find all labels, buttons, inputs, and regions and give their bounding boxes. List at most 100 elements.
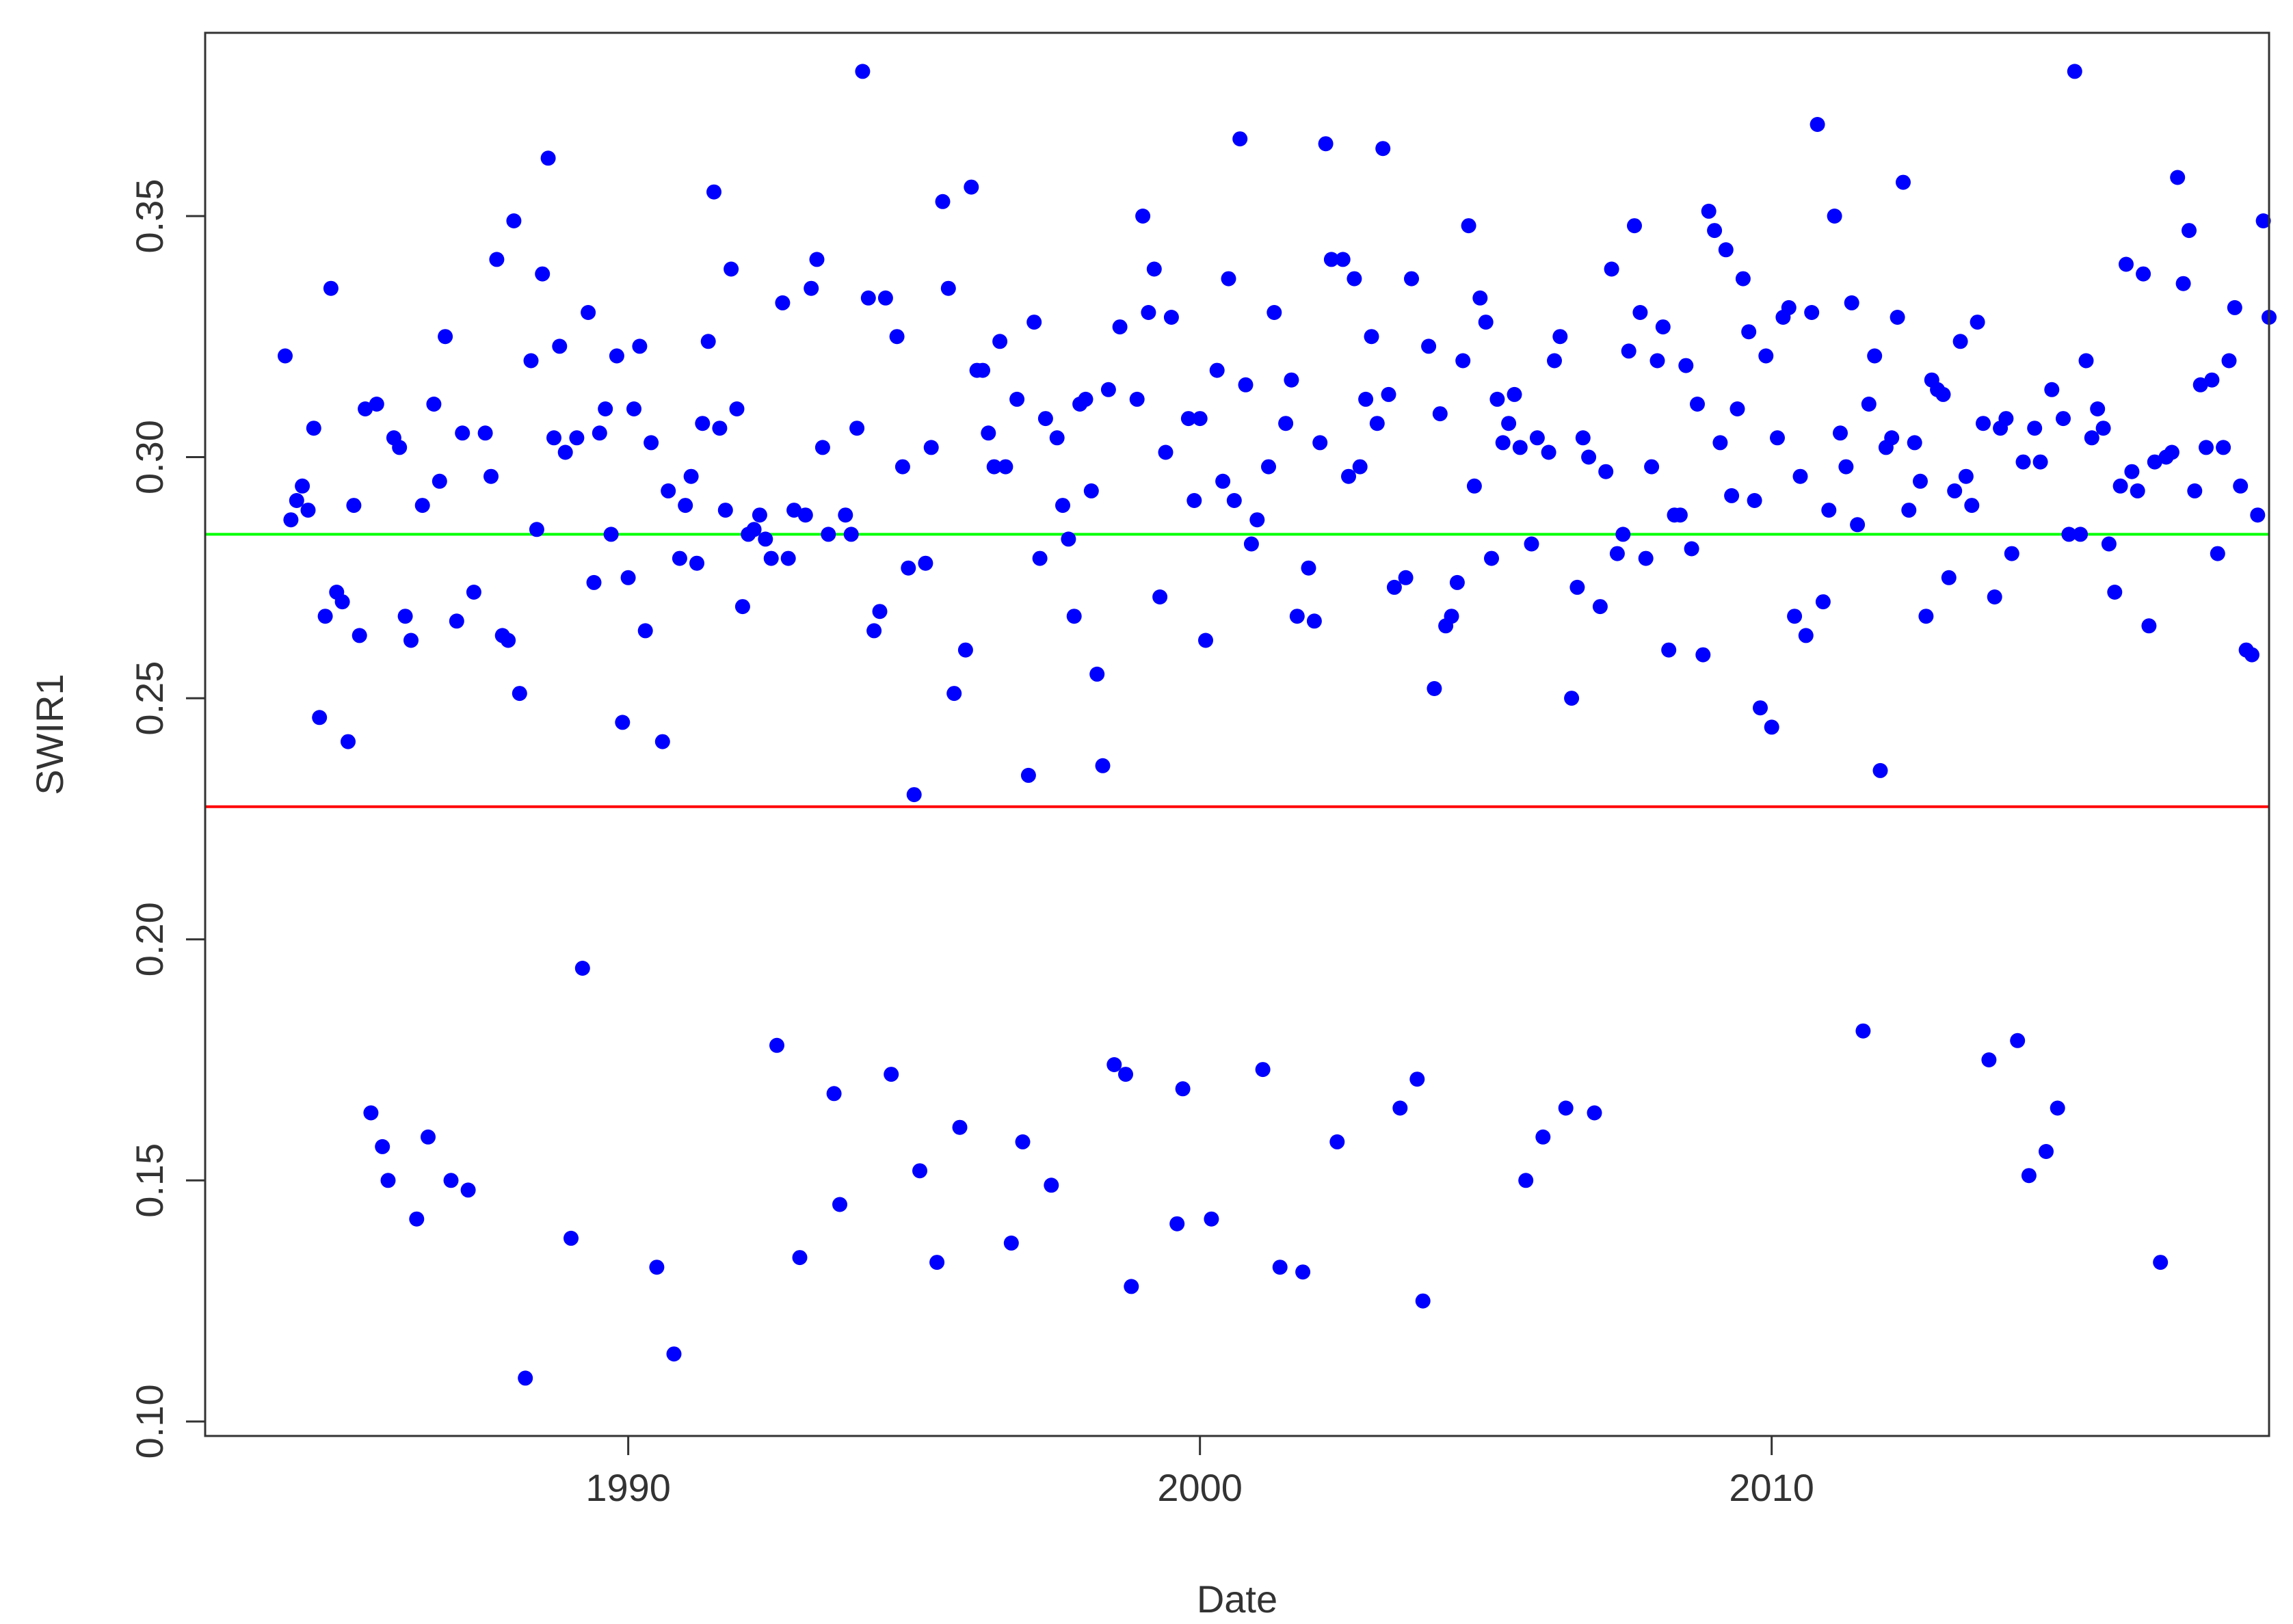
- data-point: [1524, 536, 1539, 552]
- data-point: [1844, 295, 1859, 310]
- data-point: [1341, 468, 1356, 484]
- data-point: [1152, 589, 1168, 604]
- data-point: [1976, 416, 1991, 431]
- data-point: [1701, 203, 1717, 219]
- data-point: [901, 560, 916, 576]
- data-point: [1907, 435, 1922, 451]
- data-point: [449, 613, 464, 629]
- data-point: [1026, 315, 1042, 330]
- x-axis-label: Date: [1197, 1578, 1277, 1621]
- data-point: [1158, 444, 1174, 460]
- data-point: [2216, 440, 2231, 455]
- data-point: [1049, 430, 1065, 446]
- data-point: [501, 633, 516, 648]
- data-point: [1055, 498, 1070, 514]
- data-point: [1753, 700, 1768, 716]
- data-point: [1850, 517, 1866, 533]
- data-point: [598, 401, 613, 416]
- data-point: [1609, 546, 1625, 561]
- data-point: [814, 440, 830, 455]
- data-point: [414, 498, 430, 514]
- data-point: [992, 334, 1008, 349]
- data-point: [312, 710, 328, 726]
- data-point: [1821, 503, 1837, 518]
- data-point: [2010, 1033, 2026, 1048]
- data-point: [2090, 401, 2106, 416]
- data-point: [1472, 290, 1488, 306]
- data-point: [432, 473, 447, 489]
- data-point: [1295, 1264, 1311, 1280]
- data-point: [1935, 386, 1951, 402]
- data-point: [986, 459, 1002, 475]
- data-point: [397, 609, 413, 624]
- data-point: [1901, 503, 1917, 518]
- data-point: [1198, 633, 1213, 648]
- data-point: [1129, 391, 1145, 407]
- data-point: [283, 512, 299, 528]
- data-point: [1735, 271, 1751, 287]
- data-point: [2101, 536, 2117, 552]
- data-point: [1284, 372, 1299, 388]
- data-point: [346, 498, 362, 514]
- data-point: [1267, 305, 1282, 320]
- data-point: [1381, 386, 1396, 402]
- data-point: [1592, 599, 1608, 615]
- data-point: [649, 1260, 665, 1275]
- data-point: [592, 425, 607, 441]
- data-point: [2244, 647, 2259, 663]
- y-axis-label: SWIR1: [28, 674, 71, 795]
- data-point: [2107, 585, 2123, 600]
- data-point: [1541, 444, 1556, 460]
- data-point: [352, 628, 367, 643]
- x-axis: 1990 2000 2010: [585, 1436, 1814, 1509]
- data-point: [1392, 1100, 1408, 1116]
- data-point: [1507, 386, 1522, 402]
- data-point: [706, 184, 721, 200]
- data-point: [758, 531, 773, 547]
- data-point: [1770, 430, 1785, 446]
- data-point: [569, 430, 585, 446]
- data-point: [672, 550, 687, 566]
- data-point: [1958, 468, 1974, 484]
- data-point: [334, 594, 350, 610]
- data-point: [1427, 681, 1442, 696]
- data-point: [358, 401, 373, 416]
- data-point: [923, 440, 939, 455]
- data-point: [689, 555, 704, 571]
- data-point: [1918, 609, 1934, 624]
- data-point: [1323, 252, 1339, 267]
- data-point: [1615, 527, 1631, 542]
- data-point: [540, 150, 556, 166]
- data-point: [2119, 256, 2134, 272]
- x-tick-label: 1990: [585, 1466, 671, 1509]
- data-point: [426, 397, 442, 412]
- data-point: [574, 961, 590, 976]
- data-point: [1729, 401, 1745, 416]
- data-point: [2182, 223, 2197, 239]
- data-point: [1404, 271, 1419, 287]
- data-point: [2021, 1168, 2037, 1184]
- data-point: [2050, 1100, 2065, 1116]
- data-point: [1741, 324, 1757, 340]
- data-point: [797, 507, 813, 523]
- data-point: [1020, 767, 1036, 783]
- data-point: [581, 305, 596, 320]
- data-point: [278, 348, 293, 364]
- y-tick-label: 0.30: [128, 420, 171, 494]
- data-point: [1569, 579, 1585, 595]
- data-point: [780, 550, 796, 566]
- data-point: [2187, 483, 2203, 498]
- data-point: [1204, 1211, 1219, 1227]
- data-point: [1421, 338, 1437, 354]
- data-point: [2210, 546, 2225, 561]
- data-point: [1226, 493, 1242, 508]
- data-point: [1478, 315, 1494, 330]
- y-tick-label: 0.35: [128, 178, 171, 253]
- data-point: [1003, 1235, 1019, 1251]
- data-point: [1369, 416, 1385, 431]
- data-point: [546, 430, 561, 446]
- data-point: [1587, 1105, 1602, 1121]
- x-tick-label: 2000: [1157, 1466, 1243, 1509]
- data-point: [695, 416, 711, 431]
